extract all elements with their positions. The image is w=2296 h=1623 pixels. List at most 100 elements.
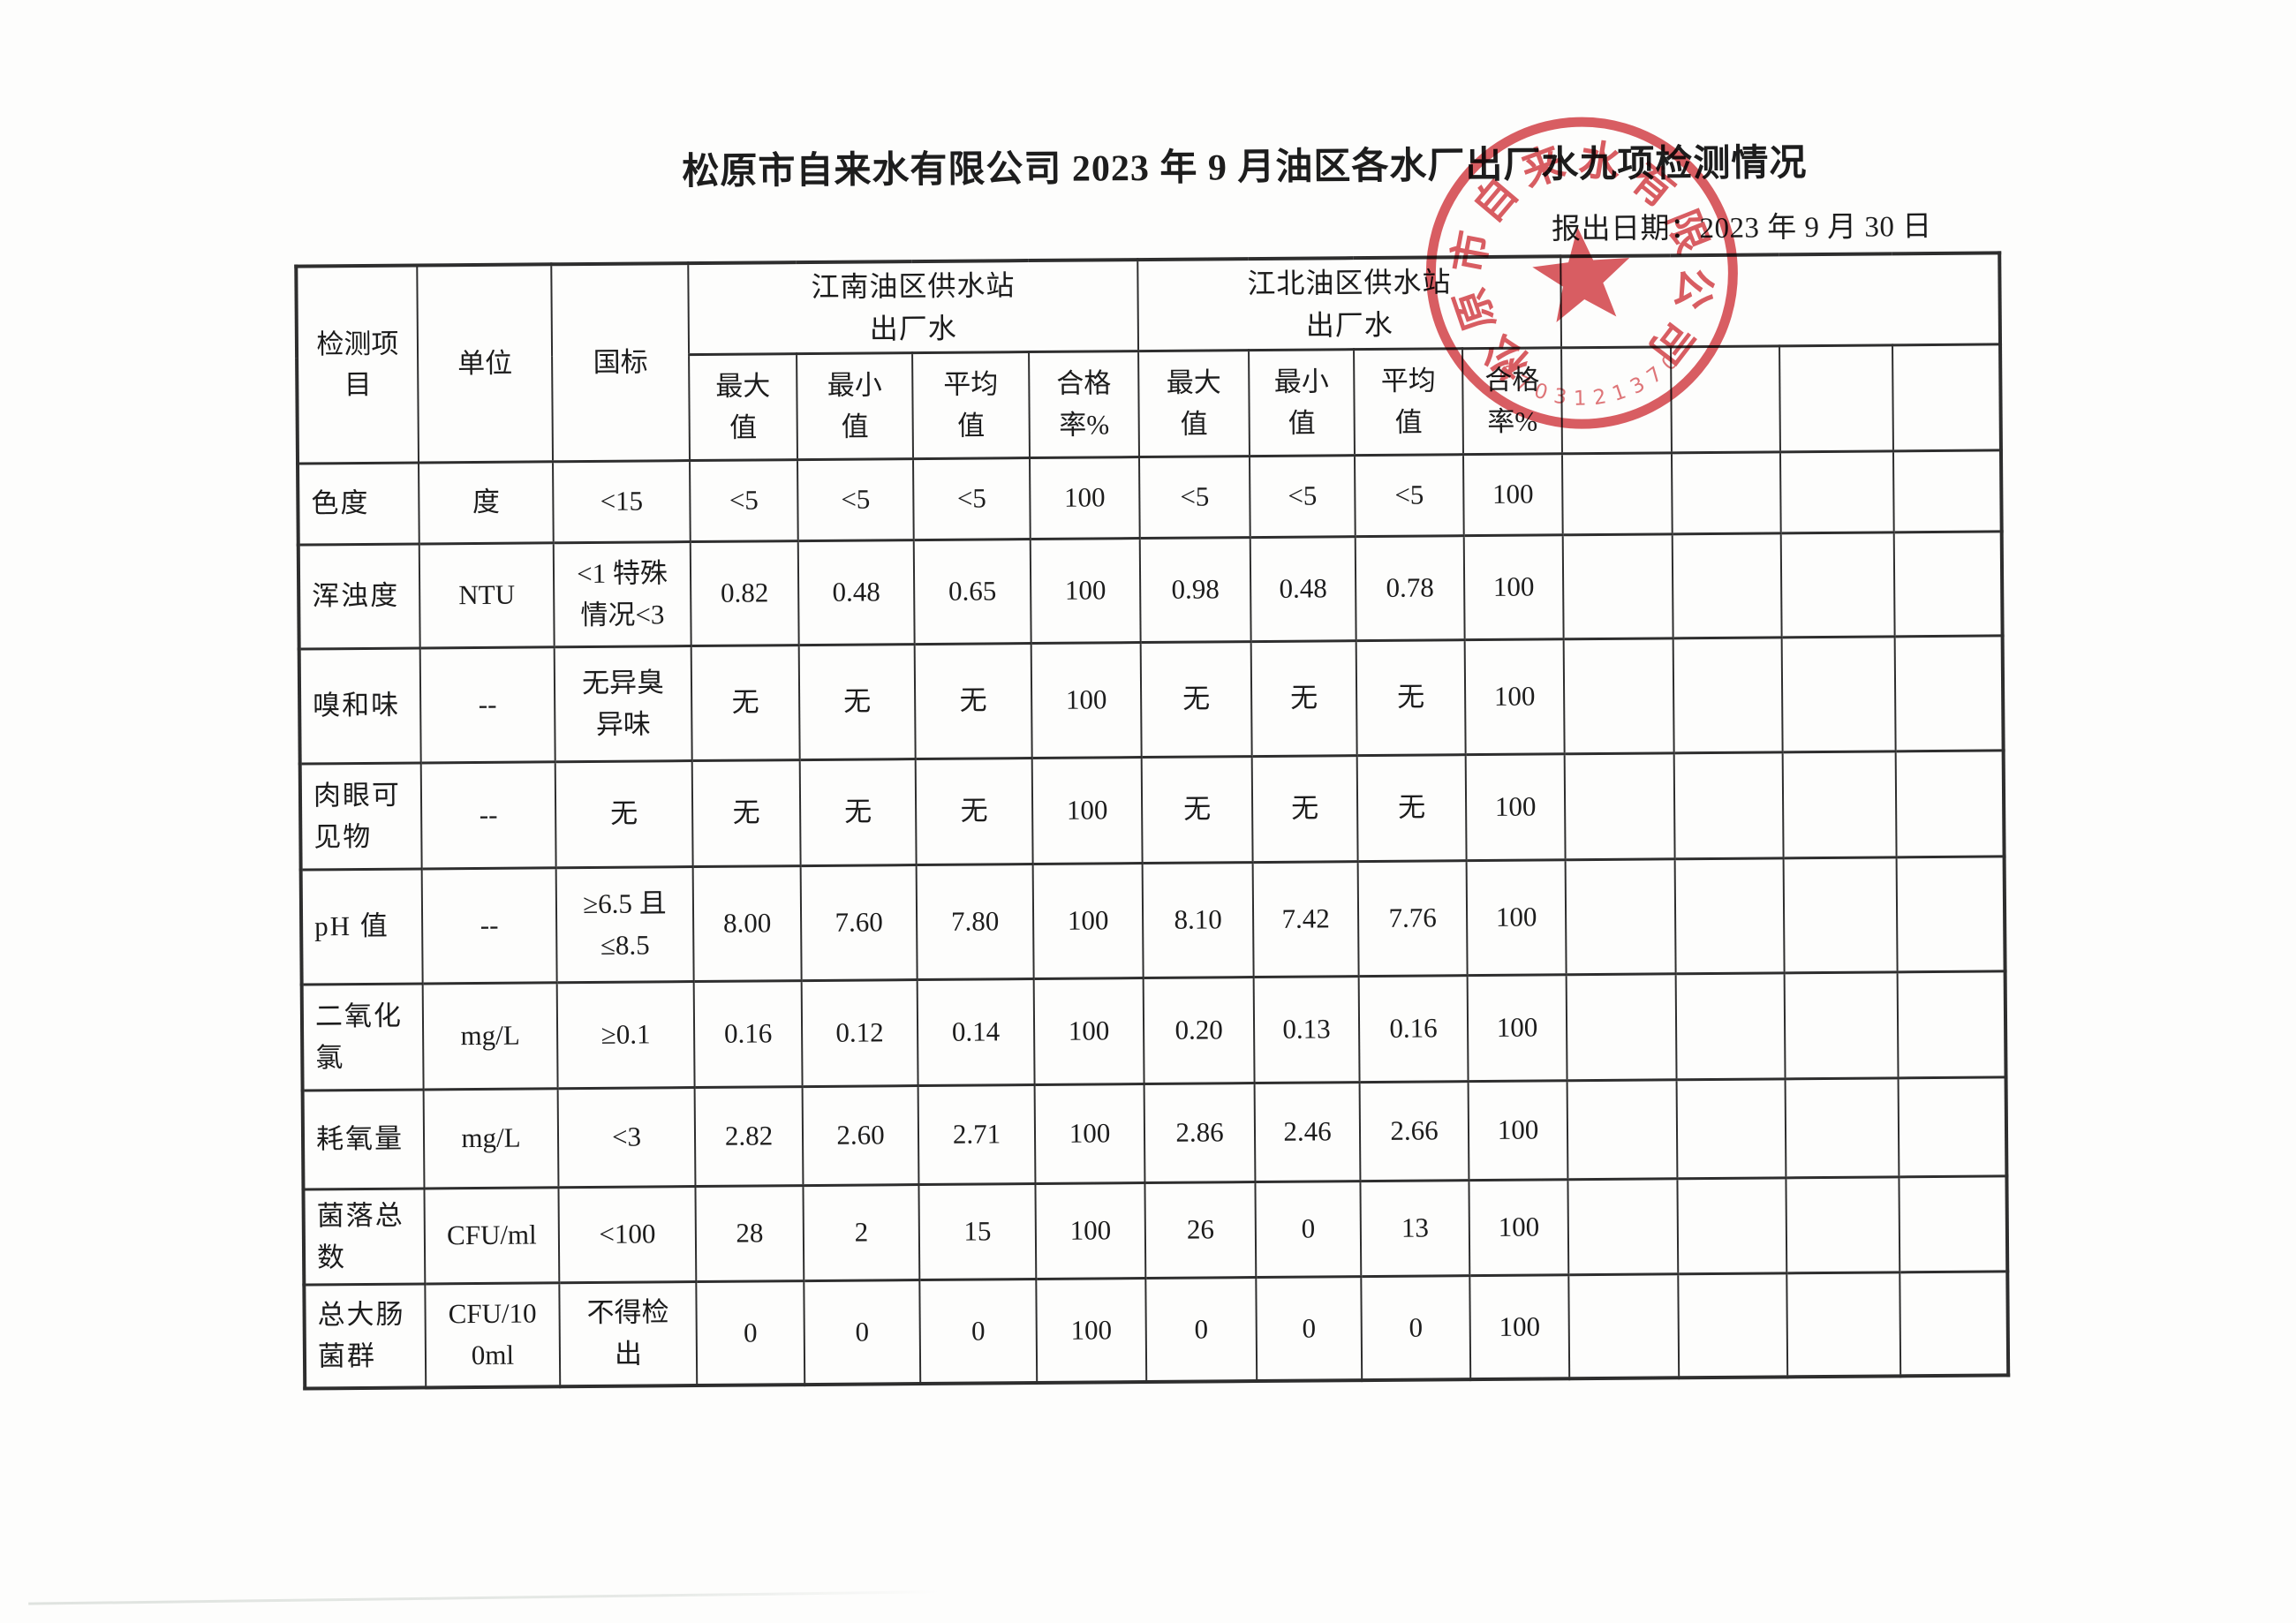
empty-cell (1894, 635, 2004, 751)
meta-cell: <15 (553, 460, 691, 543)
empty-cell (1565, 858, 1676, 975)
value-cell: <5 (913, 457, 1031, 540)
value-cell: 100 (1463, 453, 1563, 536)
value-cell: 0 (696, 1280, 805, 1385)
empty-cell (1780, 450, 1894, 533)
value-cell: 100 (1029, 457, 1140, 540)
value-cell: 2.86 (1144, 1083, 1256, 1183)
meta-cell: <3 (557, 1087, 696, 1188)
meta-cell: <1 特殊 情况<3 (553, 541, 691, 647)
table-row: 浑浊度 NTU <1 特殊 情况<3 0.82 0.48 0.65 100 0.98 0.48 0… (298, 531, 2003, 650)
meta-cell: 度 (419, 461, 554, 544)
value-cell: 0.48 (1250, 536, 1356, 642)
value-cell: 2.46 (1254, 1082, 1361, 1182)
empty-cell (1674, 857, 1785, 974)
empty-cell (1562, 533, 1673, 639)
value-cell: 2 (803, 1184, 920, 1281)
value-cell: 0.13 (1253, 976, 1360, 1083)
item-cell: 菌落总 数 (303, 1188, 426, 1286)
empty-cell (1784, 971, 1899, 1079)
value-cell: 0 (919, 1279, 1038, 1384)
meta-cell: ≥6.5 且 ≤8.5 (555, 866, 694, 983)
scan-edge-artifact (28, 1590, 939, 1605)
value-cell: 100 (1031, 757, 1143, 864)
empty-cell (1897, 970, 2006, 1078)
water-quality-table: 检测项 目 单位 国标 江南油区供水站 出厂水 江北油区供水站 出厂水 最大 值… (294, 251, 2011, 1391)
value-cell: 0 (1256, 1276, 1363, 1381)
value-cell: 100 (1467, 974, 1567, 1082)
empty-cell (1896, 856, 2005, 972)
meta-cell: NTU (419, 542, 555, 648)
empty-cell (1780, 532, 1895, 638)
empty-cell (1899, 1271, 2009, 1376)
value-cell: 7.80 (916, 864, 1034, 980)
col-group-jiangbei: 江北油区供水站 出厂水 (1137, 256, 1562, 351)
value-cell: 100 (1463, 534, 1564, 640)
value-cell: 2.82 (694, 1086, 804, 1187)
empty-cell (1673, 637, 1783, 753)
meta-cell: mg/L (423, 1088, 559, 1189)
empty-cell (1677, 1177, 1787, 1274)
value-cell: 100 (1036, 1278, 1147, 1383)
item-cell: pH 值 (300, 868, 423, 985)
value-cell: <5 (690, 459, 798, 542)
value-cell: 0.16 (693, 980, 803, 1088)
empty-cell (1781, 636, 1896, 752)
value-cell: <5 (1355, 454, 1464, 537)
item-cell: 耗氧量 (302, 1089, 425, 1190)
col-header-avg-jn: 平均 值 (912, 351, 1030, 459)
report-date: 报出日期：2023 年 9 月 30 日 (1551, 211, 1932, 246)
value-cell: 0.48 (797, 540, 915, 645)
col-header-item: 检测项 目 (296, 265, 419, 464)
item-cell: 二氧化 氯 (301, 983, 424, 1091)
empty-cell (1893, 449, 2002, 532)
meta-cell: CFU/ml (424, 1187, 560, 1284)
empty-cell (1562, 452, 1673, 535)
value-cell: 无 (1356, 639, 1466, 756)
item-cell: 总大肠 菌群 (304, 1283, 427, 1389)
meta-cell: ≥0.1 (556, 981, 695, 1089)
value-cell: 100 (1030, 538, 1141, 644)
value-cell: 100 (1031, 642, 1142, 759)
value-cell: 7.60 (800, 864, 918, 981)
value-cell: 8.10 (1142, 862, 1254, 978)
value-cell: 无 (914, 643, 1032, 759)
value-cell: 无 (1250, 640, 1357, 757)
col-header-max-jn: 最大 值 (689, 353, 798, 461)
meta-cell: CFU/10 0ml (425, 1282, 561, 1387)
empty-cell (1676, 1078, 1786, 1179)
value-cell: 无 (1141, 756, 1253, 864)
col-header-pass-jn: 合格 率% (1029, 351, 1140, 458)
value-cell: 0.98 (1139, 537, 1251, 643)
table-row: 嗅和味 -- 无异臭 异味无无无 100 无无无 100 (298, 635, 2004, 765)
page-title: 松原市自来水有限公司 2023 年 9 月油区各水厂出厂水九项检测情况 (682, 143, 1808, 193)
table-row: pH 值 -- ≥6.5 且 ≤8.5 8.00 7.60 7.80 100 8.10 7.42… (300, 856, 2005, 985)
value-cell: 无 (691, 759, 801, 867)
col-header-empty (1779, 344, 1894, 452)
value-cell: <5 (1250, 455, 1356, 538)
meta-cell: -- (421, 867, 557, 984)
item-cell: 浑浊度 (298, 543, 420, 650)
col-header-pass-jb: 合格 率% (1462, 347, 1563, 455)
empty-cell (1673, 751, 1784, 859)
empty-cell (1675, 972, 1786, 1080)
table-row: 色度度 <15 <5 <5 <5 100 <5 <5 <5 100 (298, 449, 2002, 546)
value-cell: 0.20 (1143, 977, 1255, 1084)
value-cell: 100 (1033, 978, 1144, 1085)
value-cell: 无 (1356, 754, 1467, 862)
value-cell: 26 (1144, 1181, 1257, 1279)
value-cell: 7.42 (1252, 861, 1359, 978)
empty-cell (1786, 1176, 1900, 1273)
empty-cell (1672, 451, 1781, 534)
empty-cell (1566, 973, 1677, 1081)
value-cell: 无 (798, 644, 916, 760)
meta-cell: mg/L (422, 982, 558, 1090)
table-row: 二氧化 氯 mg/L ≥0.1 0.16 0.12 0.14 100 0.20 0.13 0.16… (301, 970, 2006, 1091)
col-group-jiangnan: 江南油区供水站 出厂水 (688, 260, 1139, 355)
empty-cell (1898, 1076, 2007, 1177)
value-cell: 0.65 (913, 539, 1031, 645)
empty-cell (1893, 531, 2003, 637)
empty-cell (1786, 1272, 1901, 1377)
value-cell: 0 (1361, 1275, 1471, 1380)
